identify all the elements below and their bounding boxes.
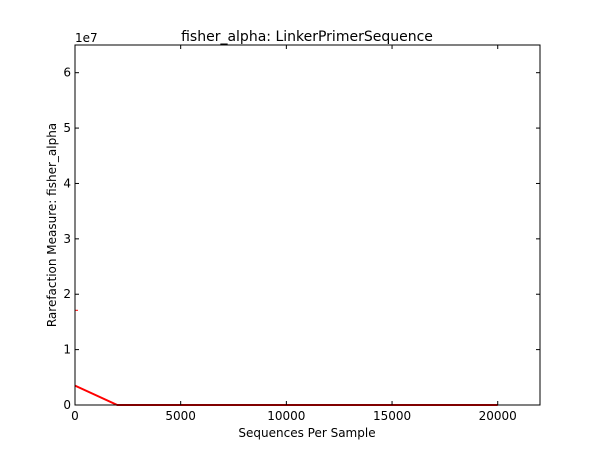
x-tick-label: 20000 [479, 409, 517, 423]
y-axis-scale-label: 1e7 [75, 31, 98, 45]
x-tick-label: 0 [71, 409, 79, 423]
y-axis-label: Rarefaction Measure: fisher_alpha [45, 123, 59, 327]
x-tick-label: 15000 [373, 409, 411, 423]
y-tick-label: 5 [63, 121, 71, 135]
y-tick-label: 3 [63, 232, 71, 246]
y-tick-label: 4 [63, 176, 71, 190]
y-tick-label: 1 [63, 343, 71, 357]
y-tick-label: 2 [63, 287, 71, 301]
plot-frame [74, 44, 541, 406]
y-tick-label: 0 [63, 398, 71, 412]
plot-area: 0 5000 10000 15000 20000 0 1 2 3 4 5 6 [63, 44, 541, 423]
x-tick-label: 10000 [267, 409, 305, 423]
chart-title: fisher_alpha: LinkerPrimerSequence [181, 29, 433, 45]
x-tick-label: 5000 [165, 409, 196, 423]
x-axis-label: Sequences Per Sample [238, 426, 375, 440]
y-tick-label: 6 [63, 66, 71, 80]
